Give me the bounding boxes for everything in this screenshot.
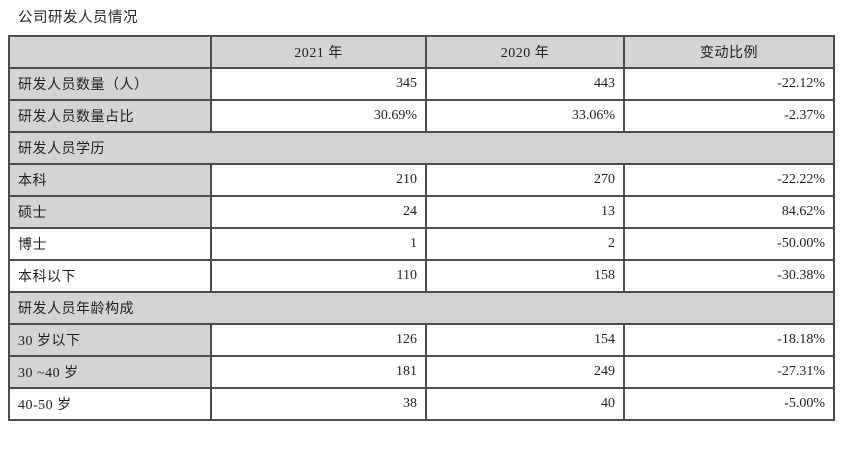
value-change-ratio: -22.22% xyxy=(623,163,835,197)
table-row: 40-50 岁 38 40 -5.00% xyxy=(8,387,835,421)
value-2021: 38 xyxy=(210,387,427,421)
header-year-2021: 2021 年 xyxy=(210,35,427,69)
value-2020: 40 xyxy=(425,387,625,421)
table-row: 博士 1 2 -50.00% xyxy=(8,227,835,261)
row-label: 硕士 xyxy=(8,195,212,229)
row-label: 40-50 岁 xyxy=(8,387,212,421)
value-change-ratio: -50.00% xyxy=(623,227,835,261)
rd-personnel-table: 2021 年 2020 年 变动比例 研发人员数量（人） 345 443 -22.12… xyxy=(8,35,835,421)
header-row: 2021 年 2020 年 变动比例 xyxy=(8,35,835,69)
table-row: 硕士 24 13 84.62% xyxy=(8,195,835,229)
row-label: 研发人员数量占比 xyxy=(8,99,212,133)
value-2020: 249 xyxy=(425,355,625,389)
section-row: 研发人员学历 xyxy=(8,131,835,165)
section-label: 研发人员学历 xyxy=(8,131,835,165)
table-body: 研发人员数量（人） 345 443 -22.12% 研发人员数量占比 30.69% 33.0… xyxy=(8,67,835,421)
row-label: 30 岁以下 xyxy=(8,323,212,357)
table-row: 本科 210 270 -22.22% xyxy=(8,163,835,197)
row-label: 研发人员数量（人） xyxy=(8,67,212,101)
header-year-2020: 2020 年 xyxy=(425,35,625,69)
value-change-ratio: -22.12% xyxy=(623,67,835,101)
page-title: 公司研发人员情况 xyxy=(18,10,138,26)
value-2020: 33.06% xyxy=(425,99,625,133)
value-change-ratio: -27.31% xyxy=(623,355,835,389)
value-2021: 1 xyxy=(210,227,427,261)
value-change-ratio: -2.37% xyxy=(623,99,835,133)
table-row: 研发人员数量（人） 345 443 -22.12% xyxy=(8,67,835,101)
value-2021: 210 xyxy=(210,163,427,197)
value-change-ratio: -30.38% xyxy=(623,259,835,293)
value-change-ratio: -18.18% xyxy=(623,323,835,357)
value-2021: 110 xyxy=(210,259,427,293)
table-row: 30 岁以下 126 154 -18.18% xyxy=(8,323,835,357)
value-2020: 154 xyxy=(425,323,625,357)
value-2020: 270 xyxy=(425,163,625,197)
value-change-ratio: 84.62% xyxy=(623,195,835,229)
table-row: 30 ~40 岁 181 249 -27.31% xyxy=(8,355,835,389)
row-label: 本科以下 xyxy=(8,259,212,293)
value-2021: 24 xyxy=(210,195,427,229)
section-row: 研发人员年龄构成 xyxy=(8,291,835,325)
value-2020: 2 xyxy=(425,227,625,261)
value-2020: 13 xyxy=(425,195,625,229)
section-label: 研发人员年龄构成 xyxy=(8,291,835,325)
value-2021: 126 xyxy=(210,323,427,357)
header-change-ratio: 变动比例 xyxy=(623,35,835,69)
value-2021: 345 xyxy=(210,67,427,101)
row-label: 博士 xyxy=(8,227,212,261)
value-change-ratio: -5.00% xyxy=(623,387,835,421)
value-2020: 158 xyxy=(425,259,625,293)
row-label: 30 ~40 岁 xyxy=(8,355,212,389)
row-label: 本科 xyxy=(8,163,212,197)
header-blank-cell xyxy=(8,35,212,69)
table-row: 研发人员数量占比 30.69% 33.06% -2.37% xyxy=(8,99,835,133)
value-2020: 443 xyxy=(425,67,625,101)
value-2021: 30.69% xyxy=(210,99,427,133)
table-row: 本科以下 110 158 -30.38% xyxy=(8,259,835,293)
value-2021: 181 xyxy=(210,355,427,389)
